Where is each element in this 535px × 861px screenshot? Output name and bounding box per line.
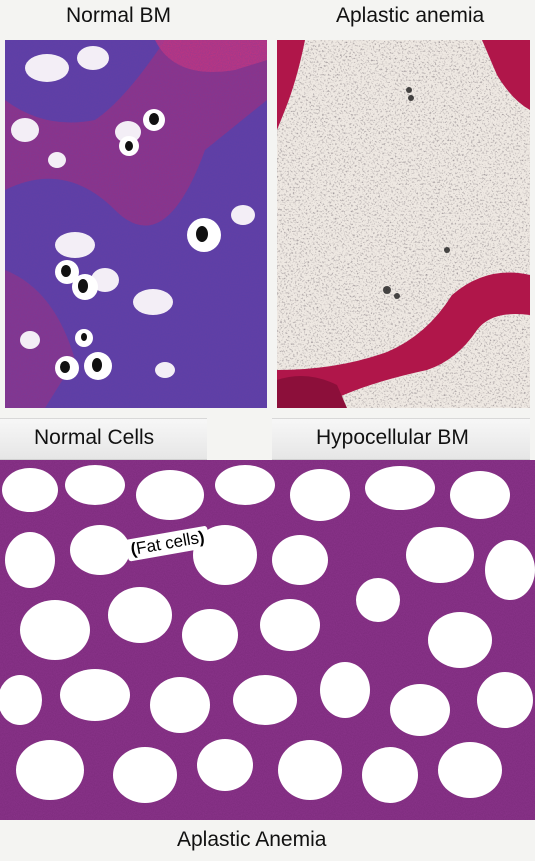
label-band-right	[272, 418, 530, 460]
label-normal-cells: Normal Cells	[34, 426, 155, 449]
aplastic-anemia-micrograph	[277, 40, 530, 408]
normal-bm-micrograph	[5, 40, 267, 408]
label-hypocellular-bm: Hypocellular BM	[316, 426, 469, 449]
label-normal-bm: Normal BM	[66, 4, 172, 27]
label-aplastic-anemia-top: Aplastic anemia	[336, 4, 485, 27]
hypocellular-bm-micrograph	[0, 460, 535, 820]
label-aplastic-anemia-bottom: Aplastic Anemia	[177, 828, 327, 851]
label-band-left	[0, 418, 207, 460]
